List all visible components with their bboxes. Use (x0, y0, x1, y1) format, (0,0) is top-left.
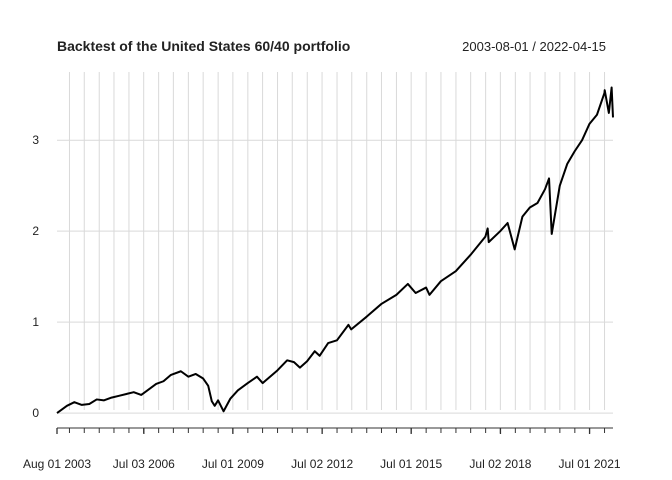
grid-layer (57, 72, 613, 414)
x-tick-label: Jul 01 2021 (559, 457, 621, 471)
x-tick-label: Jul 01 2009 (202, 457, 264, 471)
chart-title: Backtest of the United States 60/40 port… (57, 38, 350, 54)
x-tick-label: Jul 02 2018 (469, 457, 531, 471)
tick-label-layer: 0 1 2 3 Aug 01 2003 Jul 03 2006 Jul 01 2009 Jul… (23, 133, 621, 471)
y-tick-label: 0 (32, 406, 39, 420)
series-line (56, 86, 614, 414)
x-tick-label: Jul 03 2006 (113, 457, 175, 471)
series-layer (56, 86, 614, 414)
axis-layer (56, 427, 613, 434)
x-tick-label: Jul 02 2012 (291, 457, 353, 471)
y-tick-label: 3 (32, 133, 39, 147)
y-tick-label: 1 (32, 315, 39, 329)
y-tick-label: 2 (32, 224, 39, 238)
date-range-label: 2003-08-01 / 2022-04-15 (462, 39, 606, 54)
x-tick-label: Aug 01 2003 (23, 457, 91, 471)
x-tick-label: Jul 01 2015 (380, 457, 442, 471)
